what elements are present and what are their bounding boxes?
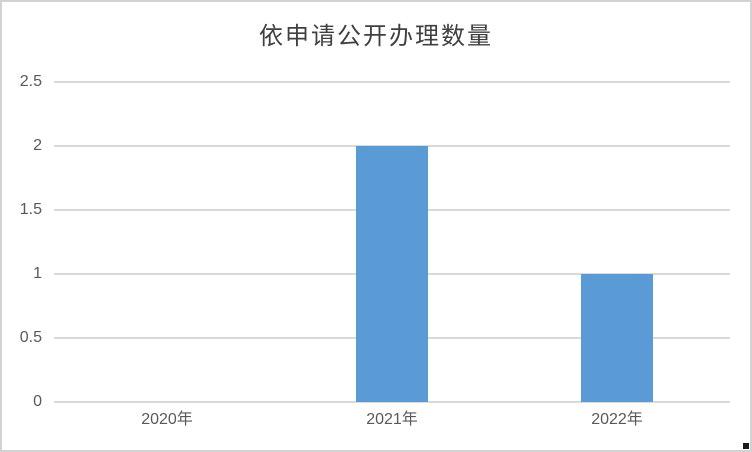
y-tick-label: 2.5: [19, 73, 42, 90]
gridline: [54, 81, 730, 83]
bar-2022年: [581, 274, 653, 402]
chart-title: 依申请公开办理数量: [259, 24, 493, 50]
y-tick-label: 1: [33, 265, 42, 282]
y-tick-label: 0.5: [19, 329, 42, 346]
x-axis-line: [54, 401, 730, 403]
bar-2021年: [356, 146, 428, 402]
y-tick-label: 1.5: [19, 201, 42, 218]
x-tick-label: 2022年: [591, 411, 643, 428]
x-tick-label: 2021年: [366, 411, 418, 428]
y-tick-label: 2: [33, 137, 42, 154]
y-tick-label: 0: [33, 393, 42, 410]
x-tick-label: 2020年: [141, 411, 193, 428]
corner-mark: [743, 443, 749, 449]
